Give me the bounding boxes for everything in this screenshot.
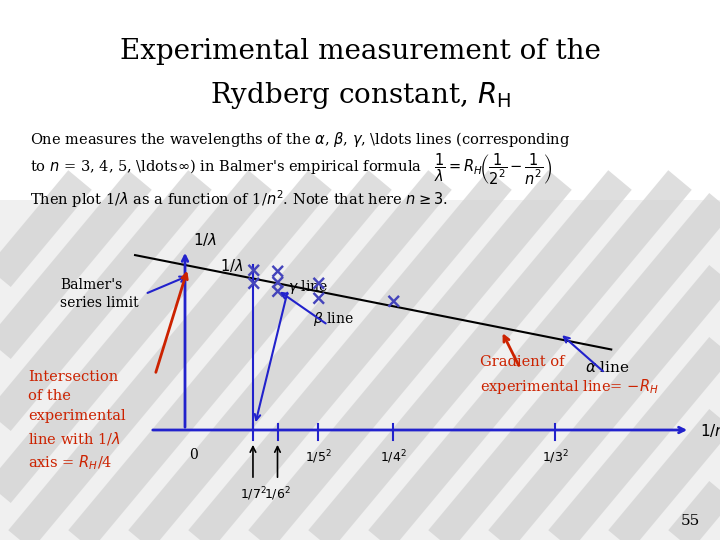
Text: ×: × xyxy=(269,281,287,301)
Text: ×: × xyxy=(269,261,287,281)
Text: $\beta$ line: $\beta$ line xyxy=(313,310,354,328)
Text: $1/\lambda$: $1/\lambda$ xyxy=(193,231,217,248)
Text: $\alpha$ line: $\alpha$ line xyxy=(585,360,630,375)
Text: $1/7^2$: $1/7^2$ xyxy=(240,485,266,503)
Text: series limit: series limit xyxy=(60,296,139,310)
Text: ×: × xyxy=(310,288,327,308)
Text: $1/3^2$: $1/3^2$ xyxy=(541,448,568,465)
Text: Intersection
of the
experimental
line with 1/$\lambda$
axis = $R_H$/4: Intersection of the experimental line wi… xyxy=(28,370,125,472)
Text: Then plot 1/$\lambda$ as a function of 1/$n^2$. Note that here $n \geq 3$.: Then plot 1/$\lambda$ as a function of 1… xyxy=(30,188,448,210)
Text: ×: × xyxy=(269,272,287,292)
Text: $1/n^2$: $1/n^2$ xyxy=(700,420,720,440)
Text: $1/4^2$: $1/4^2$ xyxy=(379,448,407,465)
Text: ×: × xyxy=(244,274,261,294)
Text: Experimental measurement of the: Experimental measurement of the xyxy=(120,38,600,65)
Text: to $n$ = 3, 4, 5, \ldots$\infty$) in Balmer's empirical formula   $\dfrac{1}{\la: to $n$ = 3, 4, 5, \ldots$\infty$) in Bal… xyxy=(30,152,553,187)
Text: $1/5^2$: $1/5^2$ xyxy=(305,448,332,465)
Text: $1/6^2$: $1/6^2$ xyxy=(264,485,291,503)
Bar xyxy=(0,0,720,200)
Text: Gradient of
experimental line= $-R_H$: Gradient of experimental line= $-R_H$ xyxy=(480,355,659,396)
Text: ×: × xyxy=(384,291,402,311)
Text: Balmer's: Balmer's xyxy=(60,278,122,292)
Text: $\gamma$ line: $\gamma$ line xyxy=(288,278,328,296)
Text: ×: × xyxy=(310,273,327,293)
Text: 0: 0 xyxy=(189,448,197,462)
Text: ×: × xyxy=(244,260,261,281)
Text: 55: 55 xyxy=(680,514,700,528)
Text: $1/\lambda$: $1/\lambda$ xyxy=(220,256,243,273)
Text: Rydberg constant, $R_{\mathrm{H}}$: Rydberg constant, $R_{\mathrm{H}}$ xyxy=(210,80,510,111)
Text: One measures the wavelengths of the $\alpha$, $\beta$, $\gamma$, \ldots lines (c: One measures the wavelengths of the $\al… xyxy=(30,130,570,149)
